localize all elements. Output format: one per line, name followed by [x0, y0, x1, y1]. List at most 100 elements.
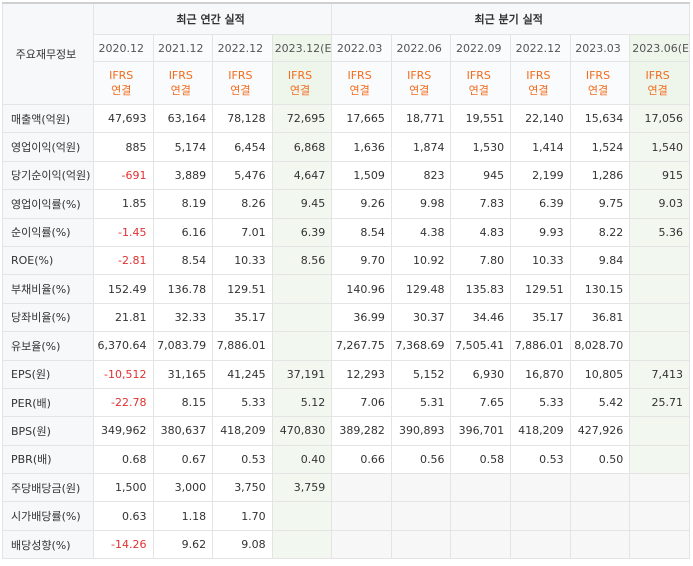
value-cell: 10.33: [212, 245, 273, 276]
value-cell: [271, 302, 333, 333]
value-cell: 389,282: [331, 416, 392, 446]
value-cell: 15,634: [569, 103, 631, 134]
value-cell: 6,370.64: [92, 331, 154, 361]
value-cell: 36.81: [569, 302, 631, 333]
table-row: ROE(%) -2.81 8.54 10.33 8.56 9.70 10.92 7.80 10.…: [2, 245, 690, 276]
value-cell: [331, 473, 392, 503]
value-cell: 129.48: [390, 274, 452, 304]
value-cell: 7,886.01: [212, 331, 273, 361]
accounting-basis: IFRS 연결: [152, 61, 214, 105]
value-cell: 2,199: [510, 160, 571, 191]
period-header: 2022.09: [450, 34, 512, 62]
period-header: 2021.12: [152, 34, 214, 62]
value-cell: [629, 302, 690, 333]
row-label: ROE(%): [2, 245, 94, 276]
value-cell: 8.54: [331, 217, 392, 247]
value-cell: 349,962: [92, 416, 154, 446]
value-cell: 8.22: [569, 217, 631, 247]
value-cell: [510, 501, 571, 531]
value-cell: 7.01: [212, 217, 273, 247]
value-cell: [629, 331, 690, 361]
basis-standard: IFRS: [407, 69, 432, 82]
value-cell: [390, 473, 452, 503]
value-cell: 9.70: [331, 245, 392, 276]
value-cell: 25.71: [629, 387, 690, 418]
value-cell: [629, 444, 690, 475]
accounting-basis: IFRS 연결: [390, 61, 452, 105]
basis-consolidation: 연결: [528, 84, 549, 97]
basis-standard: IFRS: [585, 69, 611, 82]
value-cell: 30.37: [390, 302, 452, 333]
row-label: PBR(배): [2, 444, 94, 475]
value-cell: 6.39: [271, 217, 333, 247]
basis-standard: IFRS: [466, 69, 491, 82]
value-cell: [450, 473, 512, 503]
value-cell: 1,540: [629, 132, 690, 162]
period-header: 2022.06: [390, 34, 452, 62]
value-cell: 390,893: [390, 416, 452, 446]
value-cell: 7,886.01: [510, 331, 571, 361]
value-cell: 7.80: [450, 245, 512, 276]
value-cell: 1,636: [331, 132, 392, 162]
value-cell: 10,805: [569, 359, 631, 389]
basis-consolidation: 연결: [409, 84, 430, 97]
value-cell: 9.45: [271, 189, 333, 219]
value-cell: 0.53: [510, 444, 571, 475]
value-cell: 8,028.70: [569, 331, 631, 361]
value-cell: 0.40: [271, 444, 333, 475]
value-cell: 3,750: [212, 473, 273, 503]
period-header: 2023.12(E): [271, 34, 333, 62]
basis-row: IFRS 연결 IFRS 연결 IFRS 연결 IFRS 연결 IFRS 연결 IFRS 연결 IFRS…: [3, 61, 690, 105]
accounting-basis: IFRS 연결: [212, 61, 273, 105]
value-cell: 945: [450, 160, 512, 191]
row-label: 시가배당률(%): [2, 501, 94, 531]
row-label: BPS(원): [2, 416, 94, 446]
value-cell: 136.78: [152, 274, 214, 304]
basis-consolidation: 연결: [230, 84, 251, 97]
basis-standard: IFRS: [347, 69, 372, 82]
value-cell: 8.56: [271, 245, 333, 276]
value-cell: [271, 331, 333, 361]
basis-standard: IFRS: [526, 69, 551, 82]
value-cell: 17,056: [629, 103, 690, 134]
value-cell: 0.63: [92, 501, 154, 531]
row-label: 영업이익(억원): [2, 132, 94, 162]
period-header: 2020.12: [92, 34, 154, 62]
value-cell: [450, 501, 512, 531]
value-cell: 78,128: [212, 103, 273, 134]
value-cell: 418,209: [510, 416, 571, 446]
value-cell: 0.50: [569, 444, 631, 475]
value-cell: 41,245: [212, 359, 273, 389]
value-cell: 35.17: [510, 302, 571, 333]
value-cell: 6,868: [271, 132, 333, 162]
accounting-basis: IFRS 연결: [510, 61, 571, 105]
value-cell: 470,830: [271, 416, 333, 446]
value-cell: 36.99: [331, 302, 392, 333]
period-header: 2023.03: [569, 34, 631, 62]
value-cell: 72,695: [271, 103, 333, 134]
value-cell: 5.36: [629, 217, 690, 247]
accounting-basis: IFRS 연결: [629, 61, 690, 105]
period-header: 2023.06(E): [629, 34, 690, 62]
value-cell: [629, 473, 690, 503]
basis-standard: IFRS: [228, 69, 253, 82]
value-cell: 1.85: [92, 189, 154, 219]
value-cell: [510, 529, 571, 560]
value-cell: 21.81: [92, 302, 154, 333]
value-cell: 7,368.69: [390, 331, 452, 361]
value-cell: [629, 501, 690, 531]
accounting-basis: IFRS 연결: [92, 61, 154, 105]
value-cell: 5,476: [212, 160, 273, 191]
value-cell: 3,759: [271, 473, 333, 503]
basis-standard: IFRS: [168, 69, 193, 82]
value-cell: -691: [92, 160, 154, 191]
value-cell: 47,693: [92, 103, 154, 134]
basis-standard: IFRS: [645, 69, 670, 82]
value-cell: -10,512: [92, 359, 154, 389]
value-cell: -14.26: [92, 529, 154, 560]
table-row: 유보율(%) 6,370.64 7,083.79 7,886.01 7,267.75 7,…: [2, 331, 690, 361]
value-cell: [390, 501, 452, 531]
quarter-header: 최근 분기 실적: [331, 2, 690, 35]
basis-consolidation: 연결: [289, 84, 311, 97]
row-label: 당기순이익(억원): [2, 160, 94, 191]
